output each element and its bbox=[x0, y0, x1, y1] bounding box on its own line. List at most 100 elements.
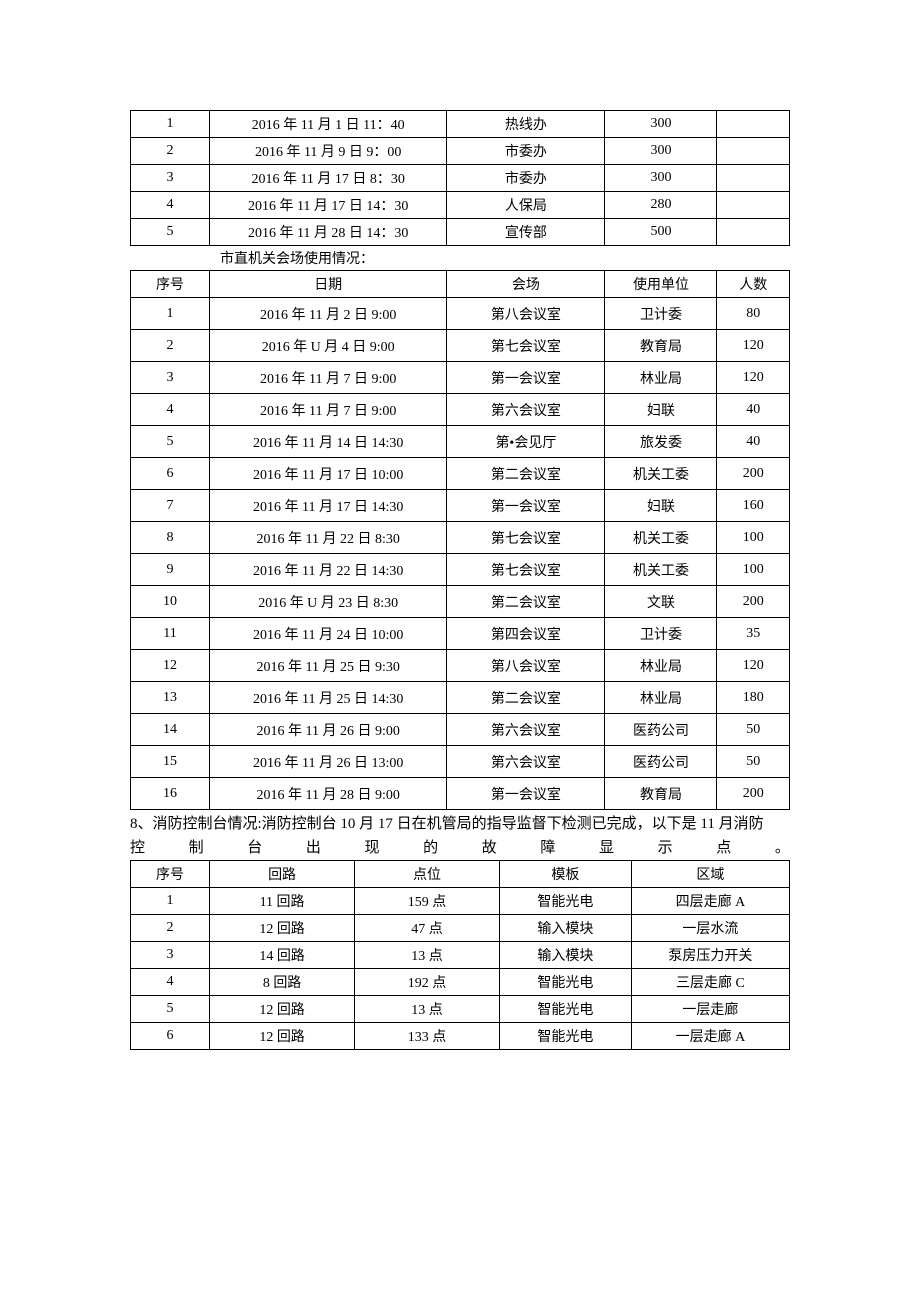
table-header-cell: 序号 bbox=[131, 861, 210, 888]
table-header-cell: 使用单位 bbox=[605, 271, 717, 298]
table-cell: 5 bbox=[131, 219, 210, 246]
table-row: 12016 年 11 月 2 日 9:00第八会议室卫计委80 bbox=[131, 298, 790, 330]
table-cell: 热线办 bbox=[447, 111, 605, 138]
para8-line2: 控制台出现的故障显示点。 bbox=[130, 836, 790, 860]
table-cell: 5 bbox=[131, 426, 210, 458]
table-cell: 一层水流 bbox=[631, 915, 789, 942]
table-cell: 市委办 bbox=[447, 138, 605, 165]
table-cell: 1 bbox=[131, 298, 210, 330]
table-row: 162016 年 11 月 28 日 9:00第一会议室教育局200 bbox=[131, 778, 790, 810]
table-cell: 卫计委 bbox=[605, 298, 717, 330]
table-cell bbox=[717, 111, 790, 138]
table-cell: 200 bbox=[717, 586, 790, 618]
justified-char: 。 bbox=[775, 836, 790, 860]
table-cell: 2016 年 11 月 28 日 14：30 bbox=[210, 219, 447, 246]
justified-char: 障 bbox=[540, 836, 555, 860]
table-cell: 133 点 bbox=[355, 1023, 500, 1050]
table-cell: 一层走廊 bbox=[631, 996, 789, 1023]
table-cell: 2 bbox=[131, 330, 210, 362]
table-row: 22016 年 U 月 4 日 9:00第七会议室教育局120 bbox=[131, 330, 790, 362]
justified-char: 控 bbox=[130, 836, 145, 860]
table-row: 111 回路159 点智能光电四层走廊 A bbox=[131, 888, 790, 915]
table-cell: 80 bbox=[717, 298, 790, 330]
table-cell: 16 bbox=[131, 778, 210, 810]
justified-char: 出 bbox=[306, 836, 321, 860]
table-cell: 2 bbox=[131, 138, 210, 165]
table-cell: 三层走廊 C bbox=[631, 969, 789, 996]
table-header-cell: 序号 bbox=[131, 271, 210, 298]
table-cell: 一层走廊 A bbox=[631, 1023, 789, 1050]
table-cell: 1 bbox=[131, 111, 210, 138]
table-cell: 林业局 bbox=[605, 650, 717, 682]
table-cell: 四层走廊 A bbox=[631, 888, 789, 915]
table-row: 72016 年 11 月 17 日 14:30第一会议室妇联160 bbox=[131, 490, 790, 522]
table-cell: 14 bbox=[131, 714, 210, 746]
table-cell: 47 点 bbox=[355, 915, 500, 942]
table-cell: 医药公司 bbox=[605, 746, 717, 778]
table-cell: 3 bbox=[131, 362, 210, 394]
table-header-cell: 日期 bbox=[210, 271, 447, 298]
table-row: 32016 年 11 月 17 日 8：30市委办300 bbox=[131, 165, 790, 192]
table-cell: 2016 年 U 月 23 日 8:30 bbox=[210, 586, 447, 618]
table-cell: 2016 年 11 月 25 日 14:30 bbox=[210, 682, 447, 714]
table-row: 92016 年 11 月 22 日 14:30第七会议室机关工委100 bbox=[131, 554, 790, 586]
table-cell: 第二会议室 bbox=[447, 586, 605, 618]
table-cell: 第一会议室 bbox=[447, 490, 605, 522]
table-row: 314 回路13 点输入模块泵房压力开关 bbox=[131, 942, 790, 969]
table-cell: 1 bbox=[131, 888, 210, 915]
usage-table-1: 12016 年 11 月 1 日 11：40热线办30022016 年 11 月… bbox=[130, 110, 790, 246]
table-row: 52016 年 11 月 28 日 14：30宣传部500 bbox=[131, 219, 790, 246]
table-cell: 智能光电 bbox=[500, 969, 632, 996]
table-cell: 第一会议室 bbox=[447, 362, 605, 394]
table-cell: 2016 年 11 月 22 日 14:30 bbox=[210, 554, 447, 586]
table-cell: 第二会议室 bbox=[447, 458, 605, 490]
table-cell: 160 bbox=[717, 490, 790, 522]
table-cell: 输入模块 bbox=[500, 915, 632, 942]
table-cell: 第八会议室 bbox=[447, 298, 605, 330]
table-row: 612 回路133 点智能光电一层走廊 A bbox=[131, 1023, 790, 1050]
table-row: 32016 年 11 月 7 日 9:00第一会议室林业局120 bbox=[131, 362, 790, 394]
justified-char: 显 bbox=[599, 836, 614, 860]
justified-char: 的 bbox=[423, 836, 438, 860]
table-cell: 12 回路 bbox=[210, 1023, 355, 1050]
table-cell: 35 bbox=[717, 618, 790, 650]
table-row: 62016 年 11 月 17 日 10:00第二会议室机关工委200 bbox=[131, 458, 790, 490]
table-header-cell: 区域 bbox=[631, 861, 789, 888]
table-cell: 智能光电 bbox=[500, 996, 632, 1023]
table-cell: 机关工委 bbox=[605, 554, 717, 586]
table-cell: 8 回路 bbox=[210, 969, 355, 996]
table-cell: 第八会议室 bbox=[447, 650, 605, 682]
table-cell: 15 bbox=[131, 746, 210, 778]
table-cell: 3 bbox=[131, 942, 210, 969]
table-header-cell: 回路 bbox=[210, 861, 355, 888]
table-cell: 50 bbox=[717, 714, 790, 746]
table-cell: 7 bbox=[131, 490, 210, 522]
para8-line1: 8、消防控制台情况:消防控制台 10 月 17 日在机管局的指导监督下检测已完成… bbox=[130, 812, 790, 836]
table-cell: 第六会议室 bbox=[447, 746, 605, 778]
table-cell: 第•会见厅 bbox=[447, 426, 605, 458]
table-row: 512 回路13 点智能光电一层走廊 bbox=[131, 996, 790, 1023]
table-cell: 2016 年 U 月 4 日 9:00 bbox=[210, 330, 447, 362]
table-cell: 林业局 bbox=[605, 362, 717, 394]
table-cell: 11 回路 bbox=[210, 888, 355, 915]
justified-char: 现 bbox=[365, 836, 380, 860]
justified-char: 制 bbox=[189, 836, 204, 860]
table-cell: 12 回路 bbox=[210, 915, 355, 942]
table-cell: 输入模块 bbox=[500, 942, 632, 969]
table-cell: 8 bbox=[131, 522, 210, 554]
table-cell: 第六会议室 bbox=[447, 394, 605, 426]
table-cell: 159 点 bbox=[355, 888, 500, 915]
table-cell: 机关工委 bbox=[605, 458, 717, 490]
table-cell: 2016 年 11 月 17 日 8：30 bbox=[210, 165, 447, 192]
table-cell: 第七会议室 bbox=[447, 330, 605, 362]
table-cell: 第六会议室 bbox=[447, 714, 605, 746]
table-cell: 120 bbox=[717, 330, 790, 362]
table-cell: 2016 年 11 月 22 日 8:30 bbox=[210, 522, 447, 554]
table-cell: 300 bbox=[605, 138, 717, 165]
table-cell: 2016 年 11 月 9 日 9：00 bbox=[210, 138, 447, 165]
table-cell: 40 bbox=[717, 394, 790, 426]
table-header-cell: 人数 bbox=[717, 271, 790, 298]
table-cell: 第一会议室 bbox=[447, 778, 605, 810]
table-cell: 智能光电 bbox=[500, 888, 632, 915]
table-cell: 40 bbox=[717, 426, 790, 458]
